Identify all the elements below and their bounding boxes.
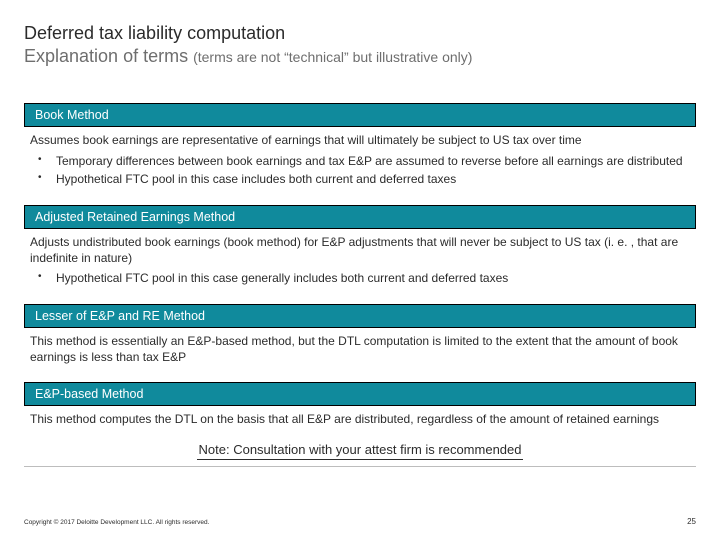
section-body: This method computes the DTL on the basi… xyxy=(24,406,696,432)
slide-container: Deferred tax liability computation Expla… xyxy=(0,0,720,540)
title-line2-paren: (terms are not “technical” but illustrat… xyxy=(193,49,472,65)
page-number: 25 xyxy=(687,517,696,526)
footer-divider xyxy=(24,466,696,467)
section-header-ep-based: E&P-based Method xyxy=(24,382,696,406)
section-bullets: Temporary differences between book earni… xyxy=(24,153,696,193)
bullet-item: Hypothetical FTC pool in this case inclu… xyxy=(30,171,690,187)
bullet-item: Hypothetical FTC pool in this case gener… xyxy=(30,270,690,286)
footer-row: Copyright © 2017 Deloitte Development LL… xyxy=(24,517,696,526)
section-header-lesser-ep-re: Lesser of E&P and RE Method xyxy=(24,304,696,328)
section-header-book-method: Book Method xyxy=(24,103,696,127)
title-line1: Deferred tax liability computation xyxy=(24,22,696,45)
note-wrap: Note: Consultation with your attest firm… xyxy=(24,441,696,460)
section-bullets: Hypothetical FTC pool in this case gener… xyxy=(24,270,696,292)
section-body: Adjusts undistributed book earnings (boo… xyxy=(24,229,696,270)
note-text: Note: Consultation with your attest firm… xyxy=(197,442,524,460)
title-line2-main: Explanation of terms xyxy=(24,46,193,66)
copyright-text: Copyright © 2017 Deloitte Development LL… xyxy=(24,519,209,526)
section-body: Assumes book earnings are representative… xyxy=(24,127,696,153)
bullet-item: Temporary differences between book earni… xyxy=(30,153,690,169)
section-header-adjusted-re: Adjusted Retained Earnings Method xyxy=(24,205,696,229)
title-line2: Explanation of terms (terms are not “tec… xyxy=(24,45,696,68)
section-body: This method is essentially an E&P-based … xyxy=(24,328,696,369)
slide-title: Deferred tax liability computation Expla… xyxy=(24,22,696,67)
